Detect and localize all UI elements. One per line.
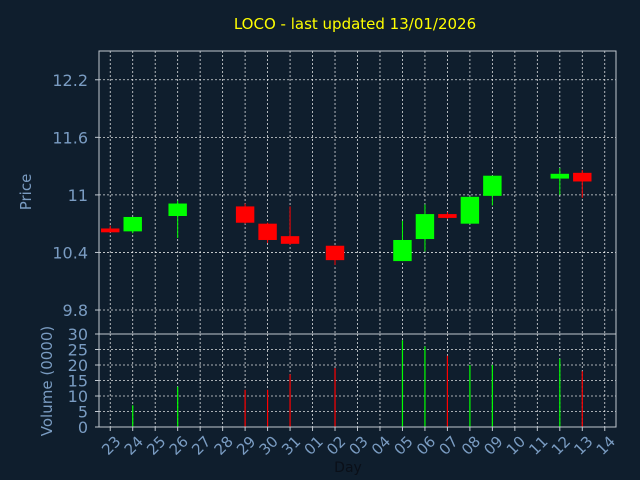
volume-axis-label: Volume (0000) [38,326,56,436]
candle-body [550,173,570,179]
candle-body [258,223,277,240]
candle-body [325,245,345,261]
candle-body [123,216,142,232]
candle-body [483,175,502,196]
price-tick-label: 9.8 [63,301,88,320]
volume-tick-label: 0 [78,418,88,437]
candle-body [235,206,255,223]
volume-tick-label: 10 [68,387,88,406]
day-axis-label: Day [334,460,362,476]
candle-body [101,228,120,233]
volume-tick-label: 20 [68,356,88,375]
chart-title: LOCO - last updated 13/01/2026 [234,15,476,33]
candle-body [415,214,435,240]
volume-panel: 0510152025302324252627282930310102030405… [68,325,619,459]
candle-body [168,203,187,217]
candle-body [393,239,412,262]
volume-tick-label: 25 [68,341,88,360]
price-panel: 9.8 10.4 11 11.6 12.2 [52,50,617,335]
day-tick-label: 14 [593,433,619,459]
price-axis-label: Price [17,174,35,211]
price-tick-label: 12.2 [52,71,88,90]
candle-body [280,236,300,244]
candle-body [438,214,457,218]
volume-tick-label: 5 [78,403,88,422]
candle-body [460,196,480,224]
candle-body [573,172,592,182]
price-tick-label: 10.4 [52,243,88,262]
price-tick-label: 11 [68,186,88,205]
volume-tick-label: 15 [68,372,88,391]
volume-tick-label: 30 [68,325,88,344]
price-tick-label: 11.6 [52,128,88,147]
